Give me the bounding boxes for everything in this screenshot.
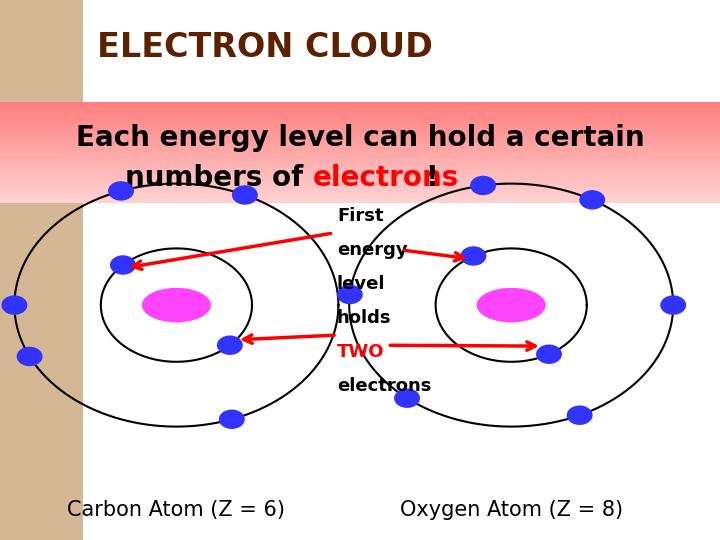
Bar xyxy=(0,170,720,173)
Bar xyxy=(0,112,720,115)
Bar xyxy=(0,152,720,155)
Bar xyxy=(0,154,720,158)
Circle shape xyxy=(567,406,593,425)
Bar xyxy=(0,145,720,147)
Bar xyxy=(0,187,720,190)
Circle shape xyxy=(217,335,243,355)
Text: level: level xyxy=(337,275,385,293)
Bar xyxy=(0,142,720,145)
Bar xyxy=(0,177,720,180)
Bar xyxy=(0,147,720,150)
Bar xyxy=(0,165,720,167)
Circle shape xyxy=(536,345,562,364)
Circle shape xyxy=(461,246,487,266)
Bar xyxy=(0,192,720,195)
Bar xyxy=(0,197,720,200)
Text: First: First xyxy=(337,207,384,225)
Text: Each energy level can hold a certain: Each energy level can hold a certain xyxy=(76,124,644,152)
Bar xyxy=(0,107,720,110)
Circle shape xyxy=(660,295,686,315)
Bar xyxy=(83,0,720,100)
Circle shape xyxy=(232,185,258,205)
Bar xyxy=(0,125,720,127)
Bar xyxy=(0,114,720,118)
Bar xyxy=(0,199,720,202)
Bar xyxy=(0,134,720,138)
Bar xyxy=(0,119,720,123)
Bar xyxy=(0,127,720,130)
Bar xyxy=(0,157,720,160)
Bar xyxy=(0,174,720,178)
Text: holds: holds xyxy=(337,309,392,327)
Bar xyxy=(0,132,720,135)
Circle shape xyxy=(17,347,42,366)
Text: ELECTRON CLOUD: ELECTRON CLOUD xyxy=(97,31,433,64)
Text: electrons: electrons xyxy=(337,377,431,395)
Text: electrons: electrons xyxy=(313,164,459,192)
Bar xyxy=(0,122,720,125)
Bar xyxy=(0,167,720,170)
Bar xyxy=(0,162,720,165)
Circle shape xyxy=(110,255,136,275)
Bar xyxy=(0,137,720,140)
Bar xyxy=(0,117,720,120)
Bar xyxy=(83,202,720,540)
Text: Oxygen Atom (Z = 8): Oxygen Atom (Z = 8) xyxy=(400,500,623,521)
Bar xyxy=(0,182,720,185)
Bar xyxy=(0,139,720,143)
Bar xyxy=(0,194,720,198)
Bar xyxy=(0,105,720,107)
Text: energy: energy xyxy=(337,241,408,259)
Bar xyxy=(0,172,720,175)
Ellipse shape xyxy=(477,288,546,322)
Bar xyxy=(0,159,720,163)
Text: Carbon Atom (Z = 6): Carbon Atom (Z = 6) xyxy=(68,500,285,521)
Text: numbers of: numbers of xyxy=(125,164,313,192)
Bar xyxy=(0,102,720,105)
Circle shape xyxy=(470,176,496,195)
Circle shape xyxy=(1,295,27,315)
Text: !: ! xyxy=(425,164,438,192)
Bar xyxy=(0,110,720,113)
Bar xyxy=(0,130,720,133)
Circle shape xyxy=(219,409,245,429)
Circle shape xyxy=(337,285,363,304)
Bar xyxy=(0,179,720,183)
Bar xyxy=(0,0,83,540)
Ellipse shape xyxy=(142,288,211,322)
Circle shape xyxy=(108,181,134,201)
Circle shape xyxy=(579,190,606,210)
Circle shape xyxy=(394,388,420,408)
Bar xyxy=(0,190,720,193)
Bar xyxy=(0,150,720,152)
Bar xyxy=(0,185,720,187)
Text: TWO: TWO xyxy=(337,343,384,361)
